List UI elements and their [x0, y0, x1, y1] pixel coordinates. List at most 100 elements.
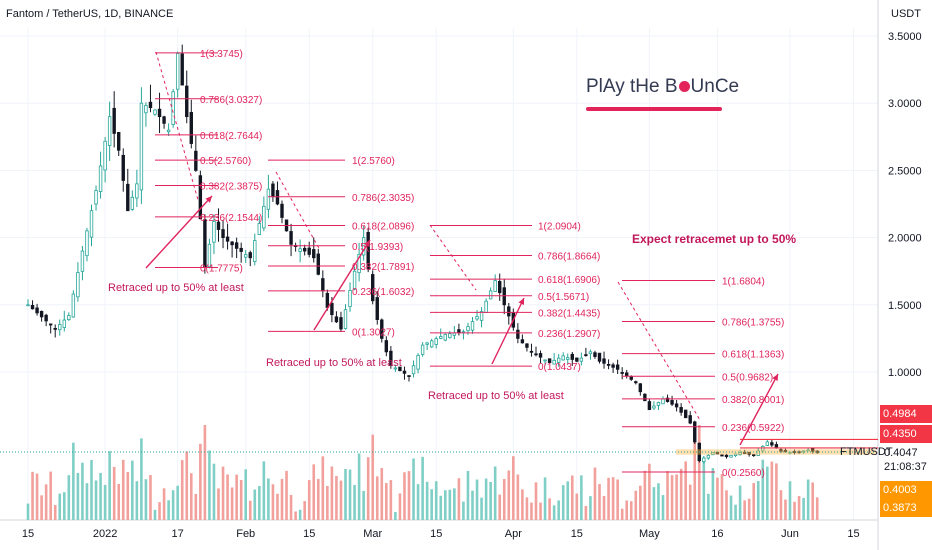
- volume-bar: [611, 477, 615, 520]
- volume-bar: [648, 463, 651, 520]
- candle-body: [48, 323, 53, 326]
- fib-level-label: 0.236(1.6032): [352, 287, 414, 298]
- y-tick-label: 2.5000: [888, 165, 922, 177]
- x-tick-label: 15: [22, 528, 34, 540]
- candle-body: [298, 248, 302, 252]
- fib-level-label: 0.618(1.6906): [538, 275, 600, 286]
- volume-bar: [629, 501, 633, 520]
- candle-body: [185, 85, 189, 118]
- volume-bar: [362, 490, 365, 520]
- candle-body: [375, 297, 379, 320]
- volume-bar: [480, 497, 483, 520]
- volume-bar: [244, 469, 248, 520]
- volume-bar: [403, 472, 406, 520]
- volume-bar: [498, 494, 502, 520]
- candle-body: [575, 357, 579, 362]
- volume-bar: [607, 477, 610, 520]
- candle-body: [389, 350, 393, 366]
- volume-bar: [131, 460, 134, 520]
- volume-bar: [475, 479, 479, 520]
- candle-body: [121, 154, 125, 181]
- volume-bar: [239, 479, 243, 520]
- last-price-label: 0.4047: [884, 447, 918, 459]
- candle-body: [357, 253, 361, 274]
- volume-bar: [652, 487, 656, 520]
- candle-body: [103, 140, 107, 171]
- candle-body: [448, 333, 452, 339]
- candle-body: [688, 415, 692, 424]
- candle-body: [80, 250, 85, 272]
- volume-bar: [366, 457, 370, 520]
- candle-body: [44, 314, 48, 322]
- volume-bar: [230, 487, 234, 520]
- volume-bar: [421, 456, 424, 520]
- candle-body: [85, 230, 89, 257]
- retrace-arrow-head: [518, 298, 524, 305]
- candle-body: [157, 108, 162, 118]
- candle-body: [216, 221, 221, 230]
- volume-bar: [294, 511, 297, 520]
- candle-body: [761, 445, 765, 452]
- candle-body: [801, 450, 806, 453]
- volume-bar: [734, 504, 737, 520]
- volume-bar: [416, 484, 420, 520]
- volume-bar: [670, 475, 674, 520]
- x-tick-label: Feb: [236, 528, 255, 540]
- x-tick-label: May: [639, 528, 660, 540]
- candle-body: [516, 329, 520, 339]
- candle-body: [425, 342, 429, 345]
- volume-bar: [31, 471, 34, 520]
- candle-body: [280, 203, 284, 218]
- candle-body: [135, 183, 139, 199]
- candle-body: [76, 272, 80, 298]
- volume-bar: [117, 483, 121, 520]
- volume-bar: [725, 490, 728, 520]
- candle-body: [239, 247, 243, 252]
- volume-bar: [430, 489, 433, 520]
- fib-level-label: 1(2.5760): [352, 156, 395, 167]
- brand-underline: [586, 107, 722, 111]
- volume-bar: [149, 475, 152, 520]
- candle-body: [339, 317, 343, 330]
- y-tick-label: 2.0000: [888, 233, 922, 245]
- volume-bar: [108, 451, 111, 520]
- candle-body: [416, 355, 420, 370]
- price-tag-orange-1: 0.4003: [880, 481, 932, 499]
- retrace-note-3: Retraced up to 50% at least: [428, 390, 564, 402]
- candle-body: [611, 364, 615, 368]
- candle-body: [139, 102, 144, 191]
- support-zone: [676, 449, 876, 455]
- fib-level-label: 0.236(2.1544): [200, 213, 262, 224]
- volume-bar: [258, 485, 261, 520]
- volume-bar: [353, 485, 356, 520]
- candle-body: [738, 452, 742, 456]
- candle-body: [588, 351, 593, 355]
- volume-bar: [221, 466, 225, 520]
- volume-bar: [271, 484, 275, 520]
- fib-level-label: 1(2.0904): [538, 221, 581, 232]
- volume-bar: [552, 505, 556, 520]
- x-tick-label: Mar: [363, 528, 382, 540]
- volume-bar: [81, 462, 84, 520]
- volume-bar: [76, 472, 80, 520]
- x-tick-label: 16: [711, 528, 723, 540]
- volume-bar: [194, 493, 198, 520]
- volume-bar: [561, 485, 565, 520]
- volume-bar: [525, 497, 529, 520]
- candle-body: [203, 219, 207, 268]
- candle-body: [316, 253, 320, 275]
- fib-level-label: 0.786(3.0327): [200, 95, 262, 106]
- volume-bar: [303, 501, 306, 520]
- candle-body: [230, 241, 234, 246]
- candle-body: [429, 340, 434, 348]
- fib-trend-line: [617, 281, 701, 421]
- volume-bar: [58, 493, 62, 520]
- volume-bar: [253, 489, 257, 520]
- volume-bar: [471, 490, 474, 520]
- volume-bar: [625, 500, 629, 520]
- candle-body: [457, 329, 461, 333]
- y-tick-label: 1.5000: [888, 300, 922, 312]
- candle-body: [797, 451, 801, 454]
- volume-bar: [493, 466, 497, 520]
